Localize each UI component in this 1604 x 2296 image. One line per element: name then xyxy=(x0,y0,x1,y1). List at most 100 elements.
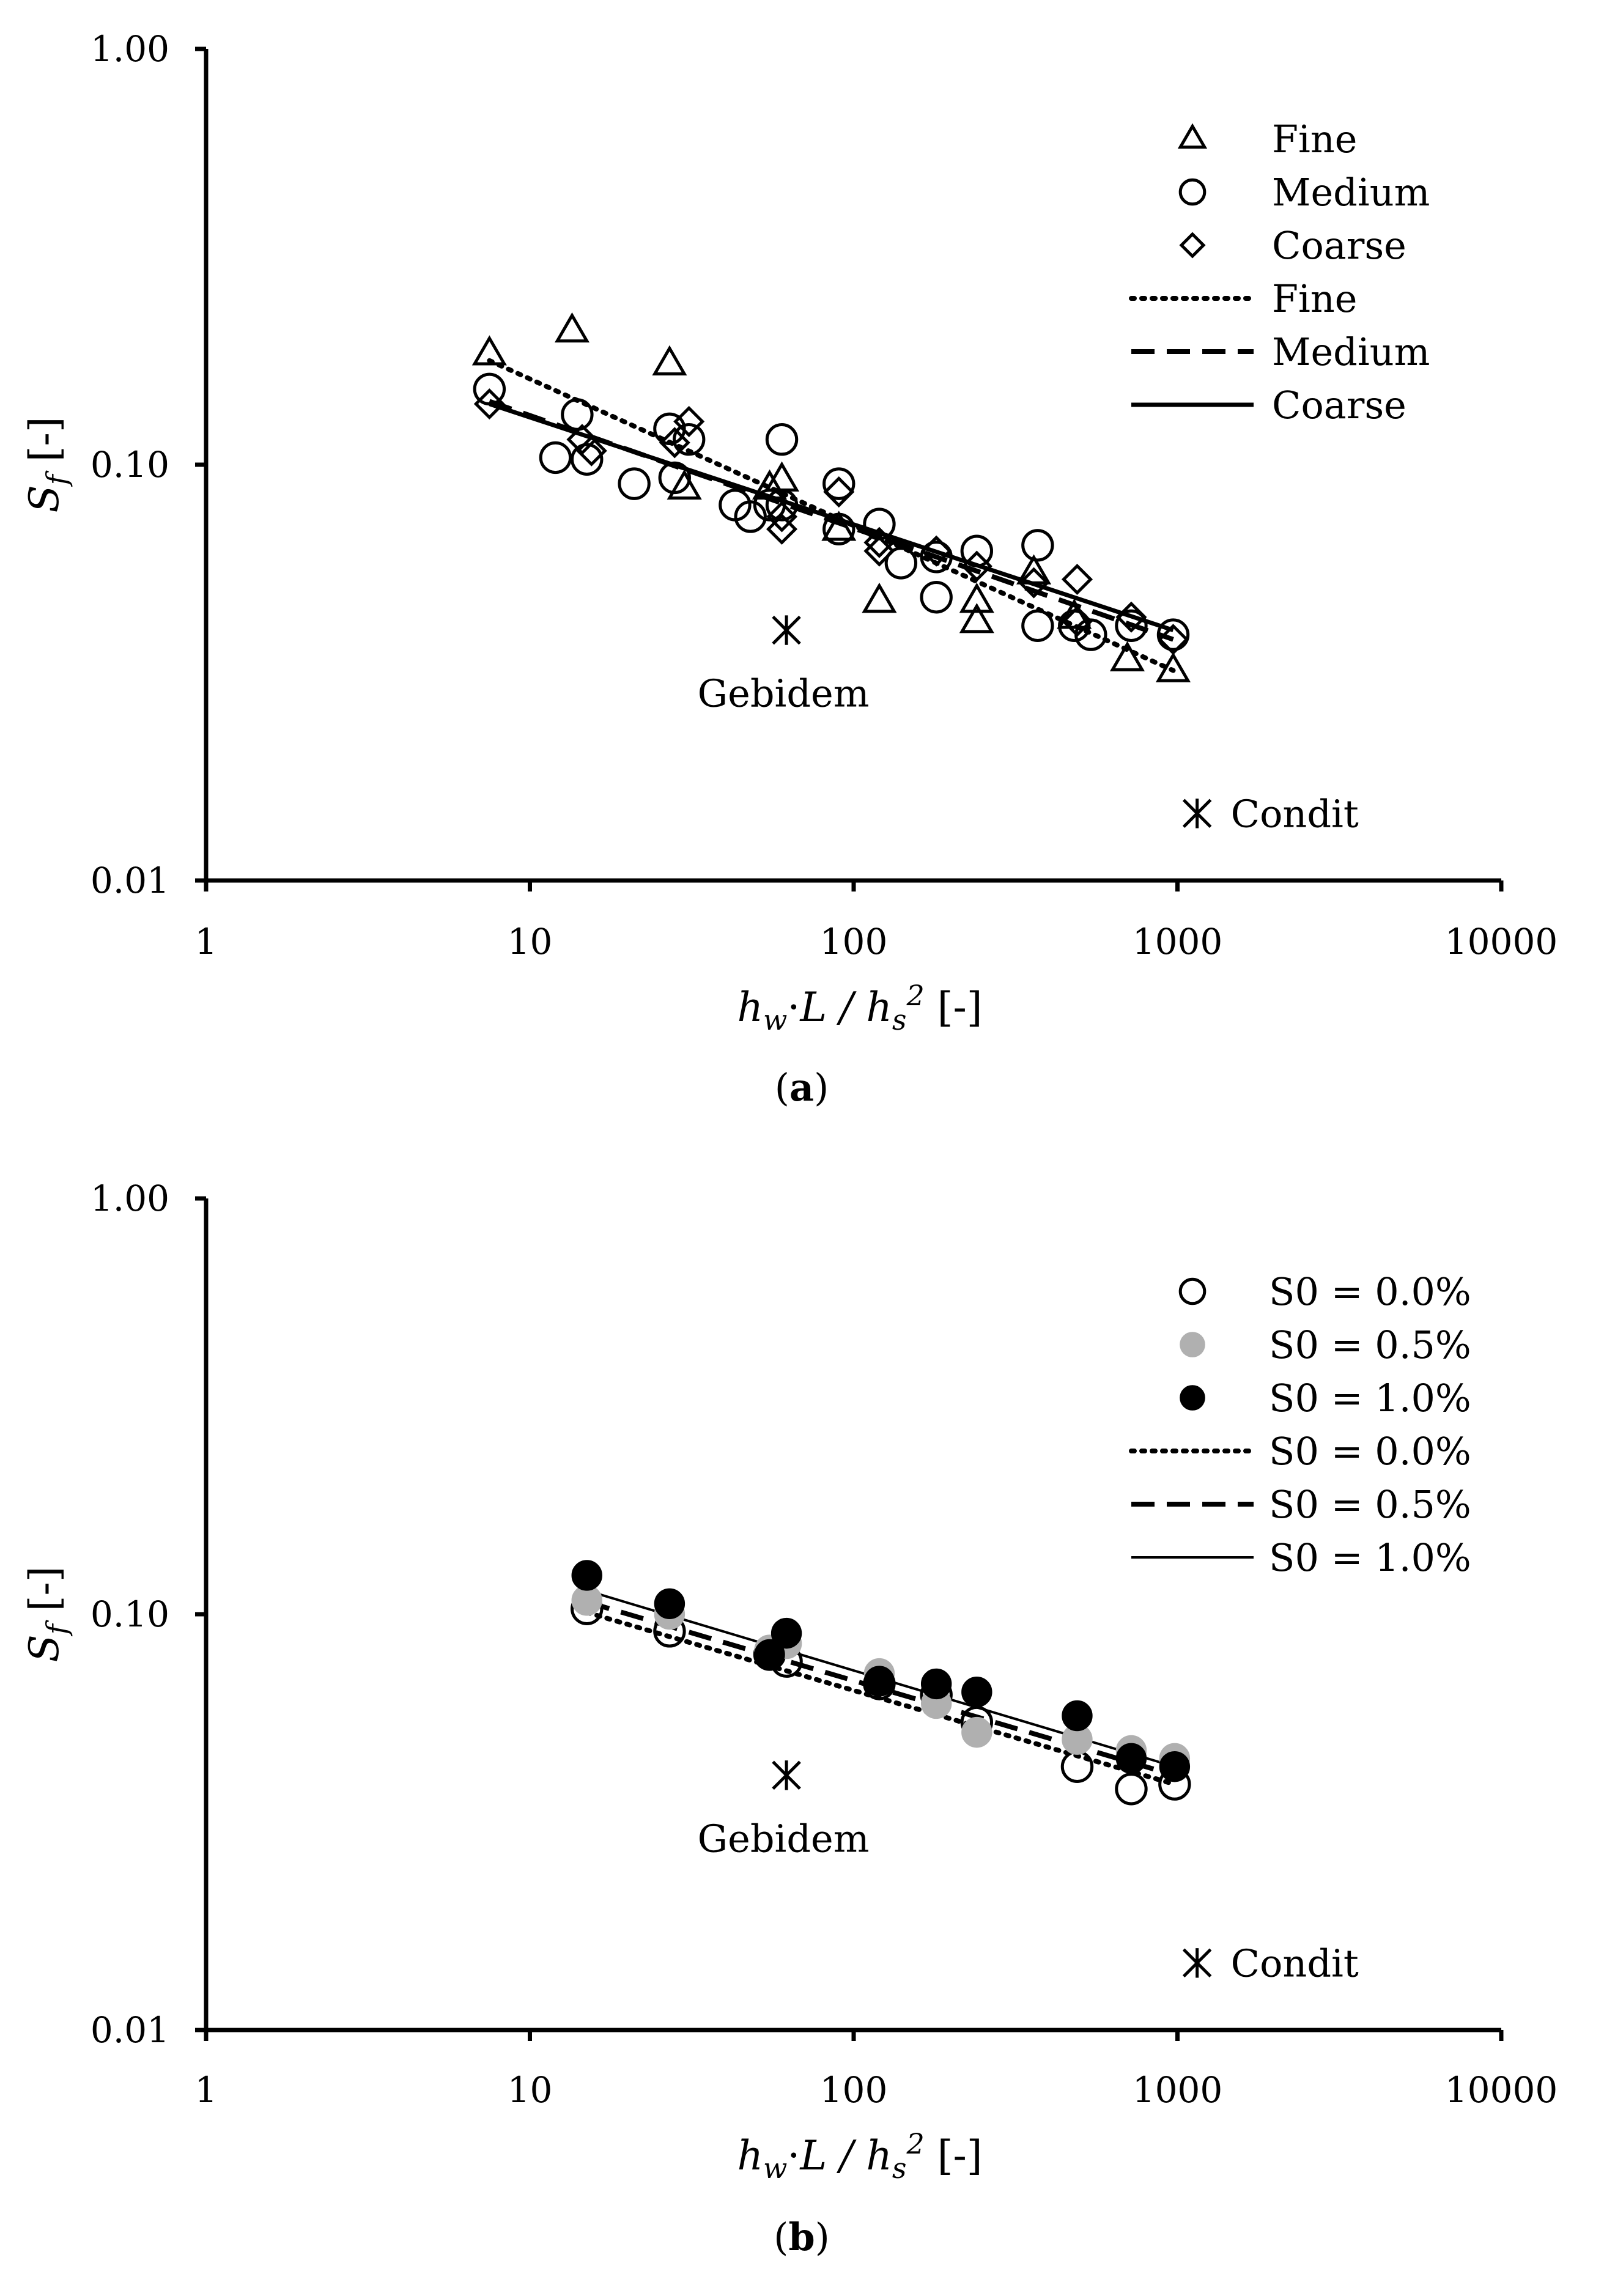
x-axis-label-part: [-] xyxy=(925,2132,983,2179)
x-tick-label: 10000 xyxy=(1445,2069,1558,2111)
data-point-circle-filled xyxy=(1062,1700,1093,1732)
legend-label: S0 = 1.0% xyxy=(1269,1376,1471,1420)
x-tick-label: 10 xyxy=(508,921,553,962)
x-axis-label-part: L / xyxy=(799,2132,866,2179)
y-axis-label: Sf [-] xyxy=(21,1566,73,1662)
x-tick-label: 10000 xyxy=(1445,921,1558,962)
data-point-circle xyxy=(1021,609,1054,643)
data-point-circle xyxy=(672,423,706,456)
data-point-diamond xyxy=(823,476,855,508)
data-point-circle xyxy=(658,461,691,495)
x-tick-label: 1000 xyxy=(1133,2069,1223,2111)
y-axis-label-symbol: S xyxy=(21,1634,68,1662)
data-point-circle xyxy=(473,372,506,406)
data-point-circle-filled xyxy=(863,1666,895,1697)
x-tick-label: 1000 xyxy=(1133,921,1223,962)
data-point-circle xyxy=(734,500,767,533)
data-point-triangle xyxy=(821,511,857,541)
legend-marker xyxy=(1179,232,1206,259)
data-point-triangle xyxy=(1016,554,1052,585)
legend-label: S0 = 0.0% xyxy=(1269,1269,1471,1314)
y-axis-label-unit: [-] xyxy=(21,416,68,474)
y-tick-label: 0.01 xyxy=(91,2009,169,2051)
x-tick-label: 100 xyxy=(820,921,888,962)
data-point-diamond xyxy=(473,388,505,420)
y-tick-label: 1.00 xyxy=(91,28,169,70)
data-point-diamond xyxy=(863,526,895,558)
y-tick-label: 0.01 xyxy=(91,860,169,901)
data-point-circle xyxy=(571,443,604,476)
data-point-diamond xyxy=(659,427,690,459)
x-axis-label-part: s xyxy=(892,2152,907,2185)
data-point-diamond xyxy=(1061,605,1093,637)
y-tick-label: 1.00 xyxy=(91,1178,169,1219)
x-axis-label-part: 2 xyxy=(906,979,924,1012)
data-point-triangle xyxy=(554,312,590,343)
data-point-triangle xyxy=(652,345,687,375)
data-point-circle xyxy=(765,489,799,522)
condit-marker xyxy=(1182,799,1212,829)
data-point-circle-filled xyxy=(771,1617,802,1649)
x-axis-label-part: 2 xyxy=(906,2127,924,2160)
x-axis-label-part: h xyxy=(866,2132,892,2179)
data-point-diamond xyxy=(1061,563,1093,596)
data-point-circle xyxy=(920,541,953,574)
gebidem-label: Gebidem xyxy=(698,671,870,716)
legend-label: S0 = 0.0% xyxy=(1269,1429,1471,1474)
data-point-circle xyxy=(765,423,799,456)
x-axis-label-part: L / xyxy=(799,984,866,1031)
panel-a-caption-letter: a xyxy=(789,1065,814,1110)
legend-label: Coarse xyxy=(1272,383,1406,427)
data-point-circle-filled xyxy=(920,1668,952,1700)
legend-marker xyxy=(1180,1332,1205,1357)
legend-marker xyxy=(1178,1277,1207,1305)
panel-b-caption-letter: b xyxy=(788,2215,815,2259)
data-point-diamond xyxy=(1115,601,1147,633)
x-axis-label-part: · xyxy=(787,984,800,1031)
x-axis-label-part: s xyxy=(892,1003,907,1036)
x-axis-label-part: · xyxy=(787,2132,800,2179)
legend-marker xyxy=(1180,1385,1205,1411)
data-point-diamond xyxy=(863,535,895,567)
legend-label: Medium xyxy=(1272,330,1430,374)
data-point-circle xyxy=(920,581,953,614)
data-point-circle-filled xyxy=(961,1716,992,1748)
data-point-triangle xyxy=(959,603,994,633)
x-tick-label: 10 xyxy=(508,2069,553,2111)
legend-marker xyxy=(1177,123,1208,149)
data-point-diamond xyxy=(575,435,607,467)
x-tick-label: 100 xyxy=(820,2069,888,2111)
x-axis-label-part: [-] xyxy=(925,984,983,1031)
data-point-circle-filled xyxy=(961,1677,992,1708)
data-point-circle-filled xyxy=(1115,1743,1147,1774)
y-tick-label: 0.10 xyxy=(91,444,169,485)
data-point-circle-filled xyxy=(1159,1751,1191,1782)
condit-label: Condit xyxy=(1231,1941,1359,1985)
data-point-circle xyxy=(884,547,918,580)
data-point-circle-filled xyxy=(571,1560,602,1591)
data-point-triangle xyxy=(471,335,507,366)
gebidem-label: Gebidem xyxy=(698,1816,870,1861)
x-tick-label: 1 xyxy=(195,921,218,962)
data-point-circle xyxy=(1156,618,1190,651)
data-point-diamond xyxy=(673,405,705,437)
legend-label: S0 = 0.5% xyxy=(1269,1482,1471,1527)
data-point-circle xyxy=(960,534,994,567)
panel-b-caption: (b) xyxy=(774,2215,830,2259)
x-tick-label: 1 xyxy=(195,2069,218,2111)
data-point-triangle xyxy=(1155,652,1191,682)
y-axis-label: Sf [-] xyxy=(21,416,73,512)
x-axis-label-part: w xyxy=(763,2152,787,2185)
data-point-circle xyxy=(1115,609,1148,643)
x-axis-label-part: h xyxy=(866,984,892,1031)
panel-a-caption: (a) xyxy=(775,1065,829,1110)
condit-marker xyxy=(1182,1948,1212,1978)
data-point-diamond xyxy=(1157,624,1189,655)
data-point-diamond xyxy=(920,535,952,567)
data-point-diamond xyxy=(1018,567,1050,599)
data-point-circle xyxy=(539,441,572,474)
data-point-diamond xyxy=(766,513,798,545)
